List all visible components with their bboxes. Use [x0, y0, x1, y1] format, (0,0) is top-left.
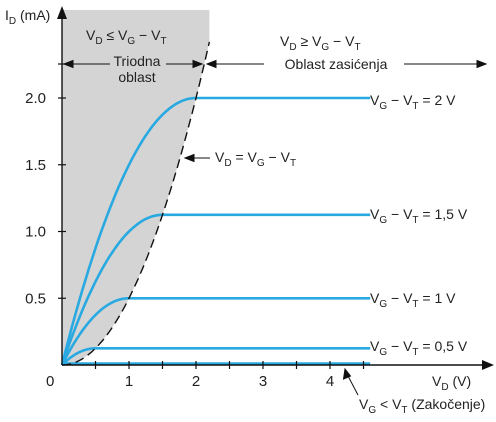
saturation-condition-label: VD ≥ VG − VT: [280, 33, 361, 53]
axes: [57, 6, 494, 370]
triode-name-line1: Triodna: [114, 53, 161, 69]
saturation-name: Oblast zasićenja: [285, 56, 388, 72]
triode-condition-label: VD ≤ VG − VT: [86, 27, 167, 47]
x-tick-label: 3: [259, 373, 267, 390]
origin-label: 0: [46, 373, 54, 390]
x-tick-label: 4: [326, 373, 334, 390]
series-label-vov-0-5: VG − VT = 0,5 V: [370, 338, 468, 358]
y-axis-label: ID (mA): [5, 7, 50, 27]
y-tick-label: 0.5: [25, 290, 46, 307]
saturation-span-arrow: [205, 59, 488, 69]
y-tick-label: 2.0: [25, 90, 46, 107]
characteristic-curve-0: [60, 96, 371, 366]
y-tick-label: 1.0: [25, 224, 46, 241]
cutoff-pointer-arrow: [342, 367, 359, 396]
x-tick-label: 1: [125, 373, 133, 390]
x-tick-label: 2: [192, 373, 200, 390]
y-axis-arrow: [57, 6, 67, 19]
series-label-vov-1: VG − VT = 1 V: [370, 290, 456, 310]
triode-span-arrow: [62, 59, 204, 69]
x-axis-arrow: [482, 360, 494, 370]
characteristic-curve-2: [60, 297, 371, 366]
characteristic-curve-3: [61, 347, 371, 366]
triode-name-line2: oblast: [118, 69, 155, 85]
boundary-label: VD = VG − VT: [215, 149, 296, 169]
cutoff-label: VG < VT (Zakočenje): [359, 396, 485, 416]
y-tick-label: 1.5: [25, 157, 46, 174]
boundary-pointer-arrow: [183, 153, 210, 163]
series-label-vov-1-5: VG − VT = 1,5 V: [370, 206, 468, 226]
series-label-vov-2: VG − VT = 2 V: [370, 92, 456, 112]
x-axis-label: VD (V): [432, 373, 471, 393]
boundary-parabola: [61, 41, 211, 366]
characteristic-curve-1: [60, 213, 371, 366]
